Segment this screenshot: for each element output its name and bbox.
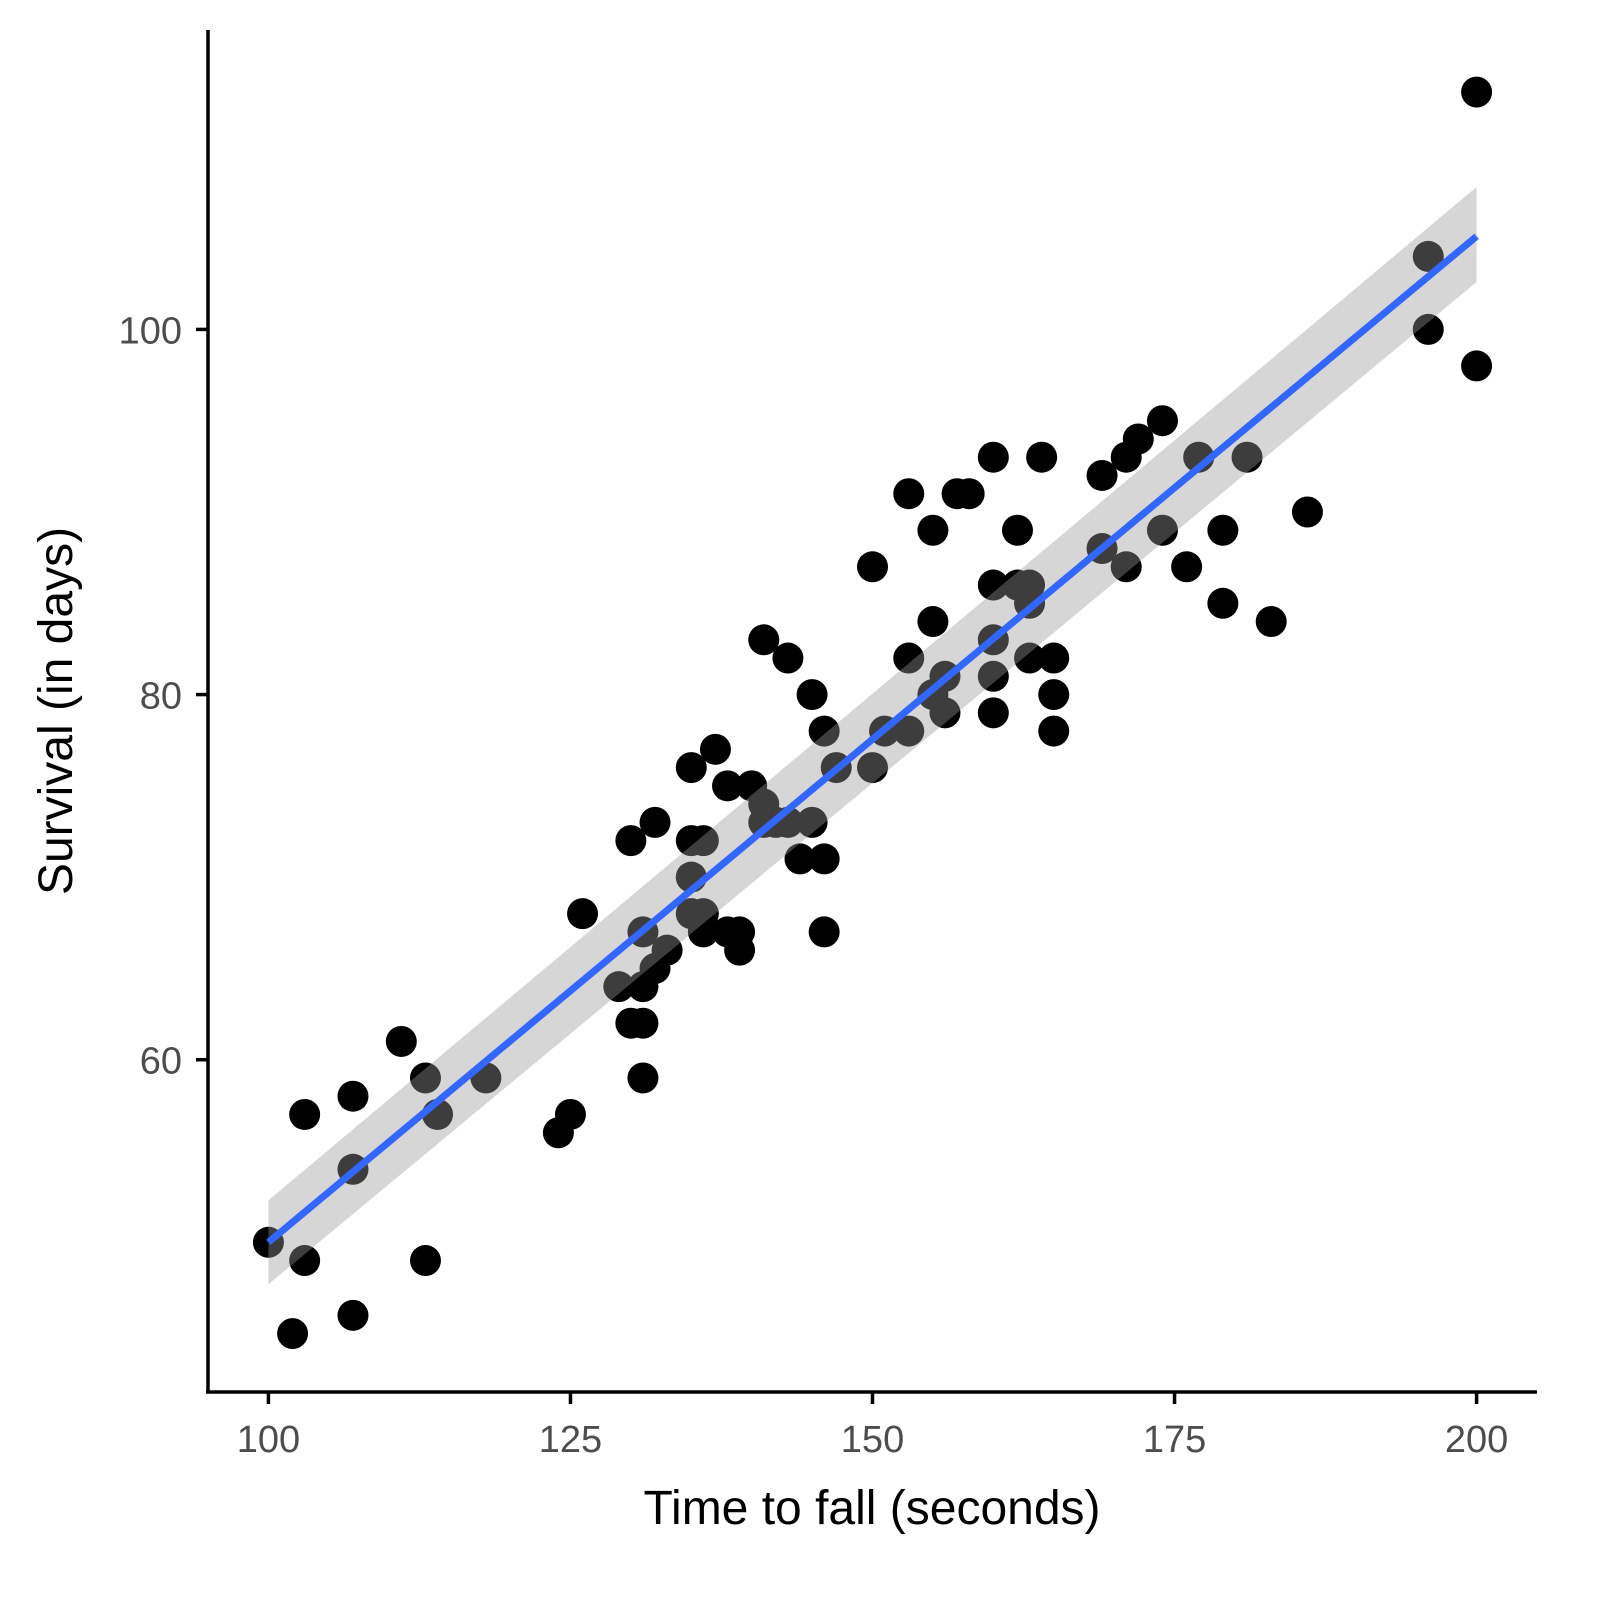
data-point bbox=[1461, 350, 1493, 382]
x-tick-label: 125 bbox=[539, 1419, 602, 1461]
data-point bbox=[277, 1318, 309, 1350]
data-point bbox=[808, 916, 840, 948]
data-point bbox=[796, 806, 828, 838]
fit-layer bbox=[266, 187, 1479, 1285]
data-point bbox=[627, 1007, 659, 1039]
data-point bbox=[1207, 587, 1239, 619]
y-tick-label: 60 bbox=[140, 1041, 182, 1083]
data-point bbox=[409, 1062, 441, 1094]
data-point bbox=[796, 679, 828, 711]
data-point bbox=[917, 606, 949, 638]
x-tick-label: 150 bbox=[841, 1419, 904, 1461]
data-point bbox=[893, 715, 925, 747]
data-point bbox=[953, 478, 985, 510]
x-axis-title: Time to fall (seconds) bbox=[643, 1482, 1100, 1535]
x-ticks: 100 125 150 175 200 bbox=[237, 1392, 1508, 1461]
data-point bbox=[289, 1098, 321, 1130]
data-point bbox=[1038, 679, 1070, 711]
data-point bbox=[977, 441, 1009, 473]
data-point bbox=[977, 569, 1009, 601]
data-point bbox=[893, 642, 925, 674]
data-point bbox=[893, 478, 925, 510]
data-point bbox=[1001, 514, 1033, 546]
data-point bbox=[1461, 76, 1493, 108]
data-point bbox=[724, 934, 756, 966]
data-point bbox=[567, 898, 599, 930]
data-point bbox=[1207, 514, 1239, 546]
data-point bbox=[977, 660, 1009, 692]
points-layer bbox=[252, 76, 1493, 1350]
y-tick-label: 80 bbox=[140, 676, 182, 718]
y-tick-label: 100 bbox=[119, 310, 182, 352]
regression-line bbox=[266, 233, 1479, 1245]
data-point bbox=[784, 843, 816, 875]
data-point bbox=[1146, 405, 1178, 437]
data-point bbox=[289, 1245, 321, 1277]
data-point bbox=[627, 1062, 659, 1094]
data-point bbox=[808, 715, 840, 747]
data-point bbox=[1038, 715, 1070, 747]
data-point bbox=[748, 624, 780, 656]
y-ticks: 60 80 100 bbox=[119, 310, 208, 1083]
data-point bbox=[857, 551, 888, 583]
data-point bbox=[917, 514, 949, 546]
data-point bbox=[1146, 514, 1178, 546]
x-tick-label: 200 bbox=[1445, 1419, 1508, 1461]
data-point bbox=[699, 733, 731, 765]
data-point bbox=[1231, 441, 1263, 473]
data-point bbox=[977, 697, 1009, 729]
data-point bbox=[554, 1098, 586, 1130]
data-point bbox=[1255, 606, 1287, 638]
data-point bbox=[409, 1245, 441, 1277]
data-point bbox=[639, 806, 671, 838]
data-point bbox=[385, 1025, 417, 1057]
data-point bbox=[712, 770, 744, 802]
data-point bbox=[603, 971, 635, 1003]
data-point bbox=[687, 916, 719, 948]
data-point bbox=[1026, 441, 1058, 473]
data-point bbox=[772, 642, 804, 674]
data-point bbox=[337, 1080, 369, 1112]
data-point bbox=[615, 825, 647, 857]
data-point bbox=[808, 843, 840, 875]
y-axis-title: Survival (in days) bbox=[30, 527, 83, 895]
data-point bbox=[857, 752, 888, 784]
data-point bbox=[1291, 496, 1323, 528]
data-point bbox=[651, 934, 683, 966]
data-point bbox=[1110, 551, 1142, 583]
x-tick-label: 175 bbox=[1143, 1419, 1206, 1461]
data-point bbox=[1171, 551, 1203, 583]
data-point bbox=[687, 825, 719, 857]
data-point bbox=[1122, 423, 1154, 455]
x-tick-label: 100 bbox=[237, 1419, 300, 1461]
data-point bbox=[1412, 240, 1444, 272]
data-point bbox=[1412, 313, 1444, 345]
data-point bbox=[675, 752, 707, 784]
data-point bbox=[1014, 642, 1046, 674]
data-point bbox=[1086, 459, 1118, 491]
data-point bbox=[929, 697, 961, 729]
data-point bbox=[1038, 642, 1070, 674]
data-point bbox=[337, 1299, 369, 1331]
